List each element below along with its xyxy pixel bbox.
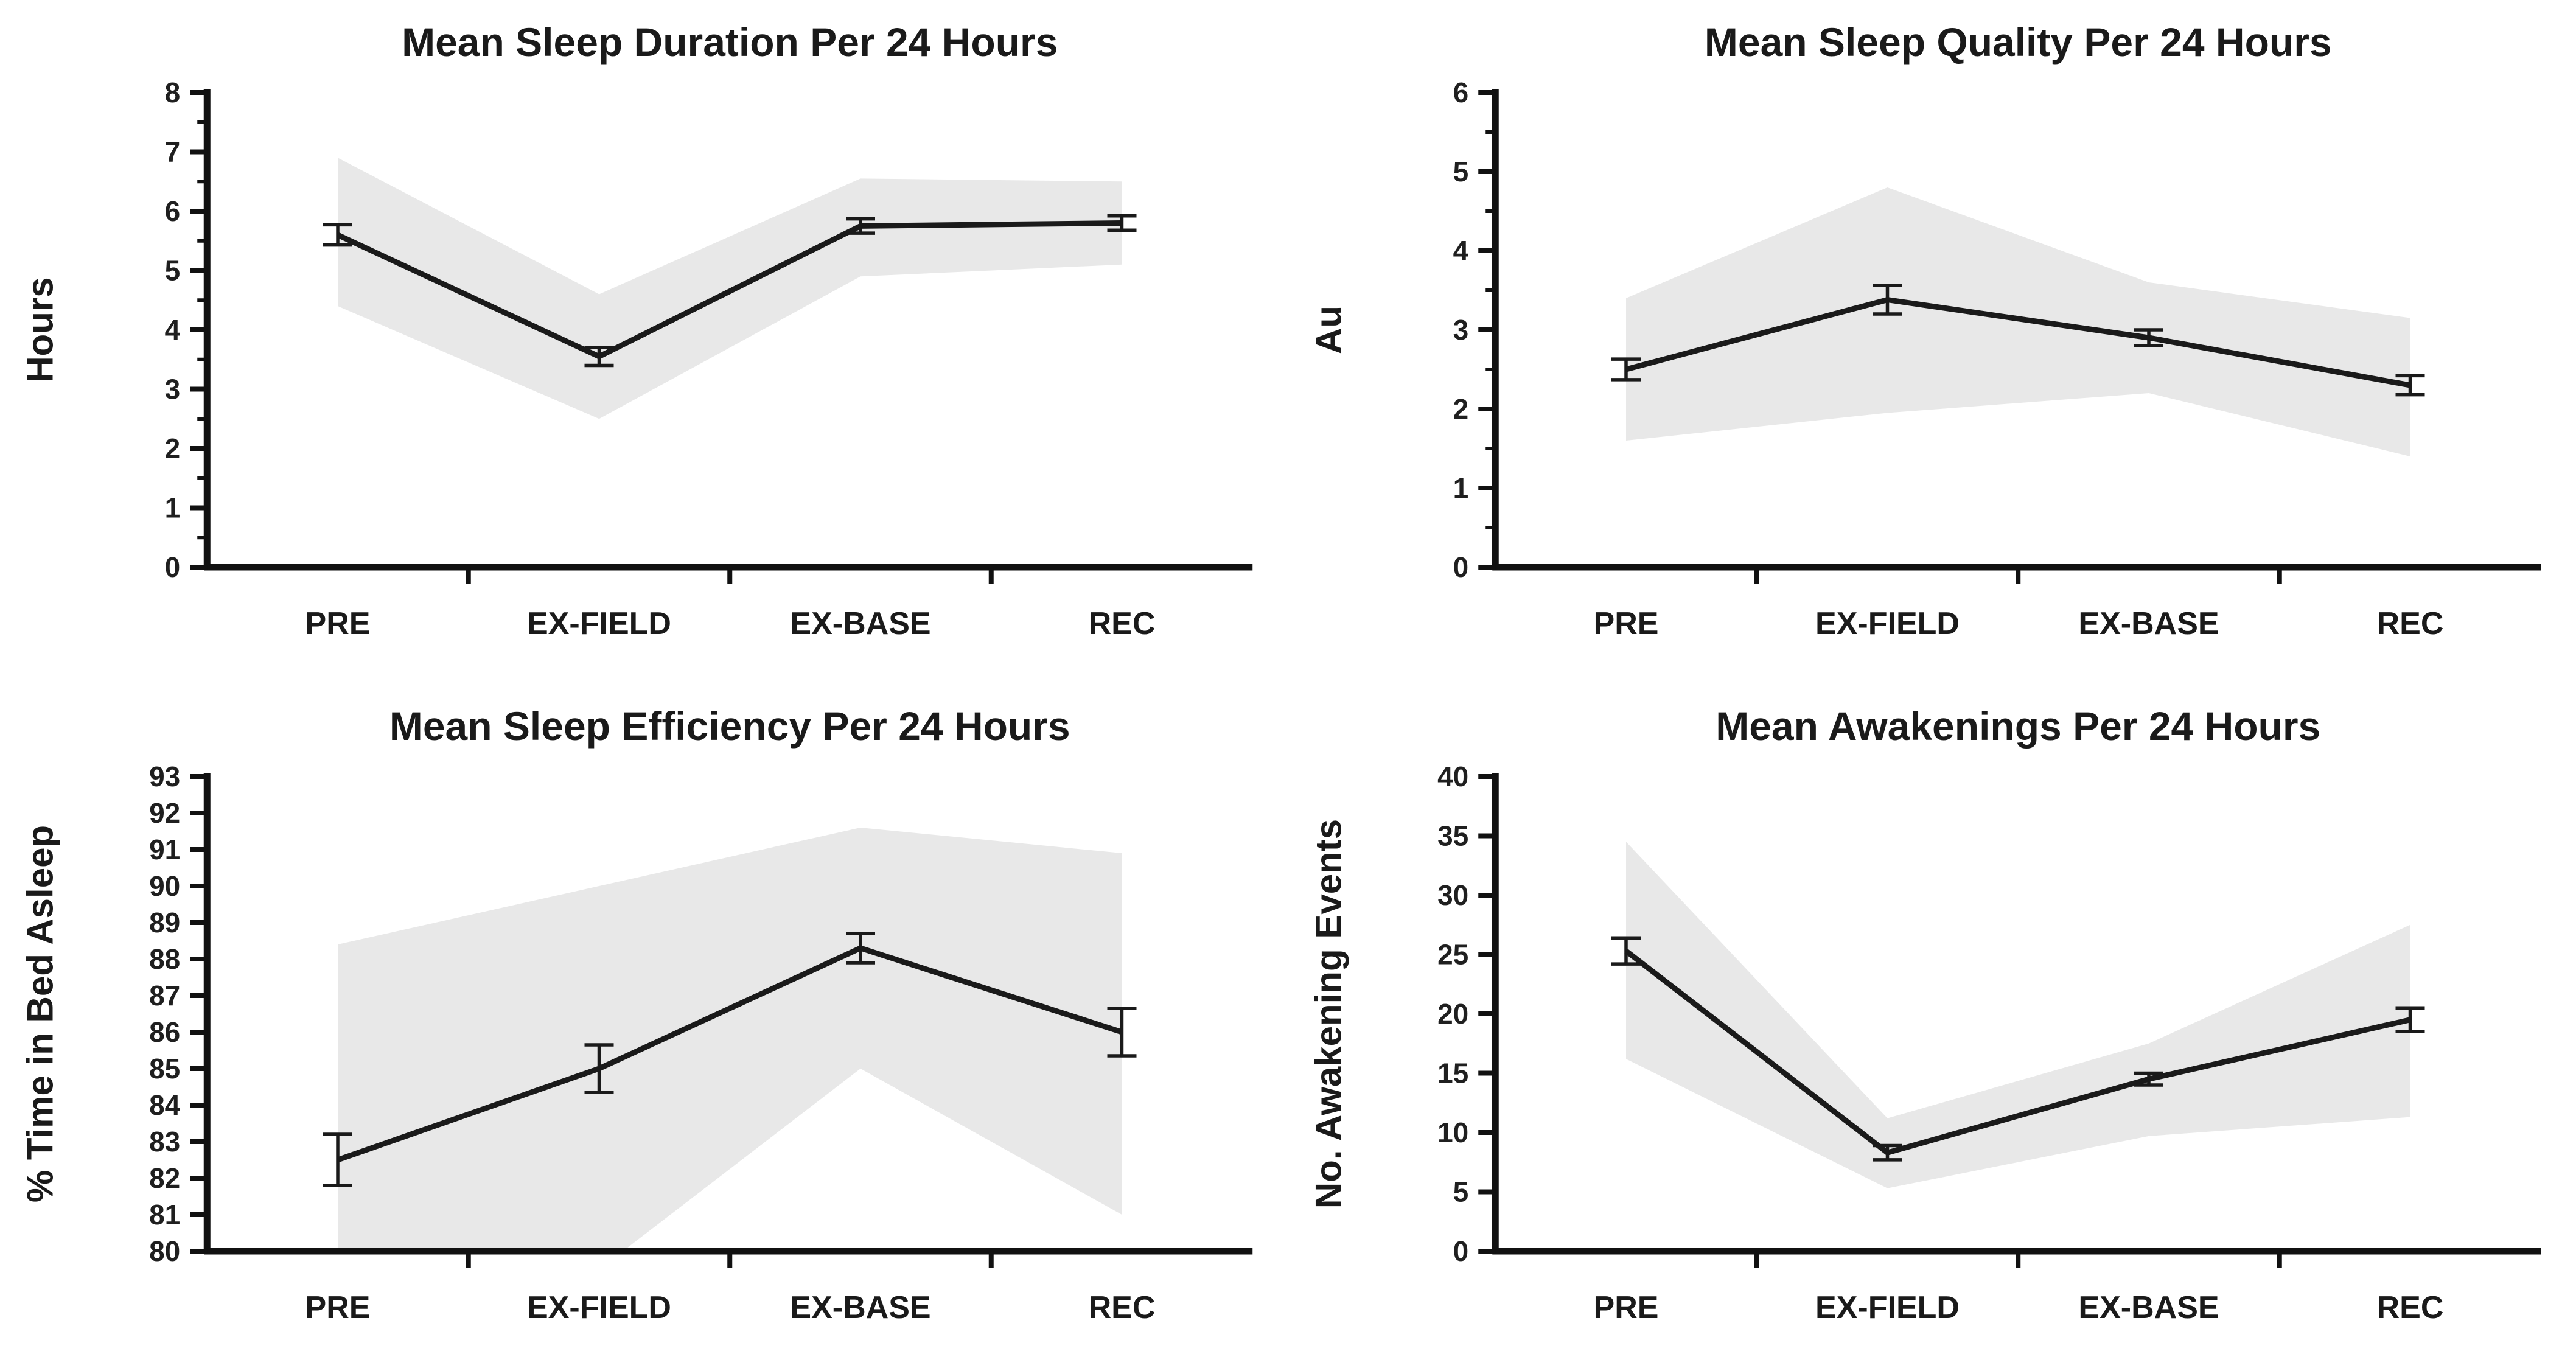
chart-title: Mean Sleep Efficiency Per 24 Hours [389,703,1070,749]
sd-band [1625,187,2410,456]
y-tick-label: 10 [1437,1117,1468,1148]
x-category-label: PRE [1593,1290,1658,1325]
y-tick-label: 25 [1437,939,1468,971]
y-tick-label: 0 [1453,551,1468,583]
y-axis-title: Au [1308,305,1349,354]
y-tick-label: 6 [1453,77,1468,108]
y-tick-label: 87 [149,980,180,1011]
error-bar [584,346,614,368]
sleep-duration-chart: 0 1 2 3 4 5 6 7 8 PRE EX-FIELD EX-BASE REC Mean Sleep… [19,19,1253,641]
y-tick-label: 83 [149,1126,180,1157]
x-category-label: REC [2376,606,2443,641]
sleep-quality-chart: 0 1 2 3 4 5 6 PRE EX-FIELD EX-BASE REC Mean Sleep Q… [1308,19,2541,641]
mean-line [1625,297,2410,388]
mean-line [337,945,1123,1163]
y-tick-label: 5 [1453,156,1468,187]
y-tick-label: 15 [1437,1058,1468,1089]
y-axis-title: % Time in Bed Asleep [19,825,60,1202]
error-bar [1611,936,1641,966]
x-category-label: PRE [305,606,371,641]
y-tick-label: 89 [149,907,180,938]
y-tick-label: 92 [149,797,180,829]
chart-title: Mean Awakenings Per 24 Hours [1716,703,2320,749]
error-bar [846,932,875,965]
x-category-label: EX-FIELD [527,1290,671,1325]
error-bar [1873,284,1902,316]
sd-band [338,828,1122,1251]
y-tick-label: 5 [1453,1176,1468,1208]
error-bar [1107,1007,1137,1058]
y-axis-title: No. Awakening Events [1308,819,1349,1209]
x-category-label: PRE [1593,606,1658,641]
x-category-label: PRE [305,1290,371,1325]
mean-line [337,220,1122,360]
y-tick-label: 80 [149,1235,180,1267]
y-tick-label: 1 [1453,472,1468,504]
x-category-label: EX-FIELD [1815,606,1960,641]
error-bar [323,223,352,247]
y-tick-label: 4 [1453,235,1468,267]
y-tick-label: 88 [149,943,180,975]
y-tick-label: 0 [165,551,181,583]
y-tick-label: 2 [1453,393,1468,425]
x-category-label: EX-BASE [2078,1290,2219,1325]
error-bar [846,217,875,235]
y-tick-label: 40 [1437,761,1468,792]
y-tick-label: 5 [165,255,181,287]
y-tick-label: 81 [149,1199,180,1230]
y-tick-label: 6 [165,195,181,227]
y-tick-label: 30 [1437,879,1468,911]
y-tick-label: 93 [149,761,180,792]
mean-line [1624,949,2410,1156]
sleep-duration-panel: 0 1 2 3 4 5 6 7 8 PRE EX-FIELD EX-BASE REC Mean Sleep… [0,0,1288,684]
y-tick-label: 3 [165,374,181,405]
x-category-label: REC [1089,606,1156,641]
y-tick-label: 82 [149,1162,180,1194]
y-tick-label: 20 [1437,998,1468,1030]
error-bar [584,1043,614,1094]
y-tick-label: 4 [165,314,181,346]
chart-title: Mean Sleep Duration Per 24 Hours [402,19,1058,65]
y-tick-label: 84 [149,1089,181,1121]
sd-band [1625,842,2410,1188]
error-bar [1873,1143,1902,1162]
x-category-label: REC [1089,1290,1156,1325]
sleep-efficiency-chart: 80 81 82 83 84 85 86 87 88 89 90 91 92 93 PRE EX-FIELD E… [19,703,1253,1325]
error-bar [2395,374,2424,397]
x-category-label: EX-FIELD [1815,1290,1960,1325]
y-tick-label: 85 [149,1053,180,1084]
y-tick-label: 1 [165,492,181,524]
x-category-label: EX-BASE [790,606,930,641]
y-tick-label: 3 [1453,314,1468,346]
error-bar [2134,1071,2163,1087]
x-category-label: EX-FIELD [527,606,671,641]
error-bar [2395,1006,2424,1033]
y-tick-label: 91 [149,834,180,865]
error-bar [323,1132,352,1187]
y-tick-label: 86 [149,1016,180,1048]
y-tick-label: 35 [1437,820,1468,852]
y-tick-label: 7 [165,136,181,168]
error-bar [2134,328,2163,347]
chart-title: Mean Sleep Quality Per 24 Hours [1704,19,2331,65]
x-category-label: EX-BASE [2078,606,2219,641]
y-tick-label: 0 [1453,1235,1468,1267]
x-category-label: REC [2376,1290,2443,1325]
sleep-efficiency-panel: 80 81 82 83 84 85 86 87 88 89 90 91 92 93 PRE EX-FIELD E… [0,684,1288,1368]
x-category-label: EX-BASE [790,1290,930,1325]
error-bar [1107,214,1137,232]
awakenings-panel: 0 5 10 15 20 25 30 35 40 PRE EX-FIELD EX-BASE REC Mea… [1288,684,2576,1368]
awakenings-chart: 0 5 10 15 20 25 30 35 40 PRE EX-FIELD EX-BASE REC Mea… [1308,703,2541,1325]
error-bar [1611,357,1641,382]
y-tick-label: 2 [165,433,181,464]
y-tick-label: 8 [165,77,181,108]
y-axis-title: Hours [19,277,60,382]
sleep-quality-panel: 0 1 2 3 4 5 6 PRE EX-FIELD EX-BASE REC Mean Sleep Q… [1288,0,2576,684]
y-tick-label: 90 [149,870,180,902]
